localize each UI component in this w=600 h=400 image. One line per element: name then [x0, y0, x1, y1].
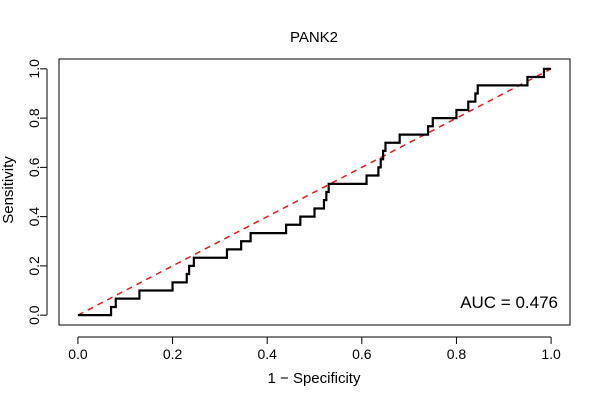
y-tick-label: 0.2: [26, 256, 42, 276]
x-tick-label: 1.0: [541, 346, 561, 362]
x-axis-label: 1 − Specificity: [268, 370, 361, 387]
x-tick-label: 0.4: [257, 346, 277, 362]
chart-title: PANK2: [290, 29, 338, 46]
y-tick-label: 0.6: [26, 157, 42, 177]
reference-diagonal-line: [77, 68, 552, 316]
roc-curve: [77, 67, 552, 317]
plot-frame: [58, 58, 571, 326]
x-tick-label: 0.8: [447, 346, 467, 362]
y-tick-label: 1.0: [26, 59, 42, 79]
y-axis-label: Sensitivity: [0, 156, 17, 224]
y-tick-label: 0.8: [26, 108, 42, 128]
x-tick-label: 0.6: [352, 346, 372, 362]
x-tick-label: 0.2: [163, 346, 183, 362]
auc-annotation: AUC = 0.476: [460, 293, 558, 312]
y-tick-label: 0.0: [26, 305, 42, 325]
plot-area: 0.0 0.2 0.4 0.6 0.8 1.0 0.0 0.2 0.4 0.6 0.8 1.0: [26, 58, 571, 362]
y-tick-label: 0.4: [26, 207, 42, 227]
x-tick-label: 0.0: [68, 346, 88, 362]
